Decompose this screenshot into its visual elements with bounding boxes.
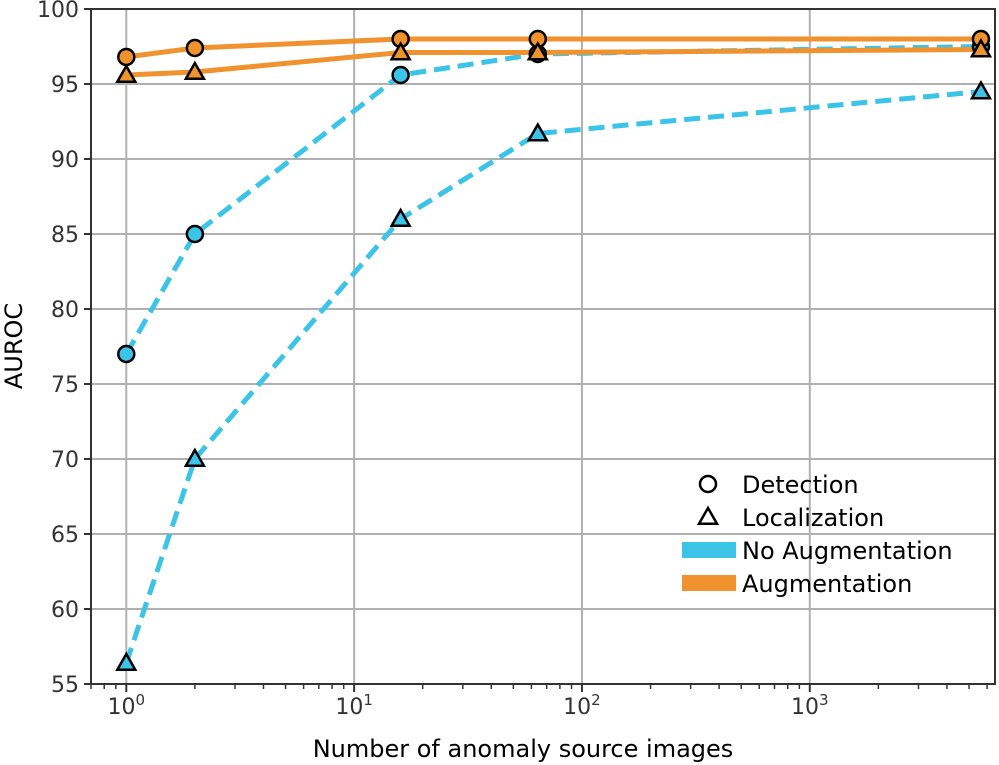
series-line-3 — [126, 47, 982, 78]
data-point-1-1 — [183, 447, 207, 467]
data-point-0-0 — [117, 344, 136, 364]
y-tick-labels: 55 60 65 70 75 80 85 90 95 100 — [37, 0, 79, 698]
plot-frame — [90, 8, 996, 685]
x-tick-label: 101 — [335, 691, 373, 720]
y-tick-label: 65 — [51, 523, 79, 548]
data-point-0-1 — [185, 224, 205, 244]
data-point-3-4 — [969, 37, 993, 58]
data-point-3-2 — [389, 40, 412, 61]
legend-label: Detection — [742, 471, 859, 499]
y-tick-label: 70 — [51, 448, 79, 473]
data-point-3-3 — [526, 40, 549, 61]
data-point-1-4 — [969, 79, 993, 100]
data-point-2-1 — [185, 38, 205, 58]
x-tick-label: 103 — [791, 691, 829, 720]
y-tick-label: 95 — [51, 73, 79, 98]
y-tick-label: 85 — [51, 223, 79, 248]
x-axis-label: Number of anomaly source images — [313, 735, 734, 763]
series-line-0 — [124, 44, 982, 356]
legend: Detection Localization No Augmentation Augm… — [682, 471, 953, 598]
legend-swatch — [682, 542, 736, 558]
data-point-1-0 — [115, 651, 138, 671]
data-point-3-1 — [183, 60, 207, 80]
legend-label: Augmentation — [742, 570, 912, 598]
x-tick-label: 100 — [108, 691, 146, 720]
x-tick-label: 102 — [563, 691, 601, 720]
y-tick-label: 60 — [51, 598, 79, 623]
legend-marker-triangle — [696, 505, 720, 525]
y-tick-label: 55 — [51, 673, 79, 698]
y-tick-label: 80 — [51, 298, 79, 323]
y-tick-label: 100 — [37, 0, 79, 23]
legend-marker-circle — [698, 474, 718, 494]
data-point-3-0 — [115, 63, 138, 83]
y-axis-label: AUROC — [0, 303, 28, 389]
data-point-1-3 — [526, 121, 549, 142]
y-tick-label: 90 — [51, 148, 79, 173]
data-point-0-2 — [391, 65, 410, 85]
x-tick-labels: 100 101 102 103 — [108, 691, 829, 720]
data-point-2-0 — [117, 47, 136, 67]
series-layer — [115, 29, 993, 671]
y-tick-label: 75 — [51, 373, 79, 398]
legend-swatch — [682, 575, 736, 591]
legend-label: No Augmentation — [742, 537, 953, 565]
data-point-1-2 — [389, 207, 412, 227]
legend-label: Localization — [742, 504, 884, 532]
